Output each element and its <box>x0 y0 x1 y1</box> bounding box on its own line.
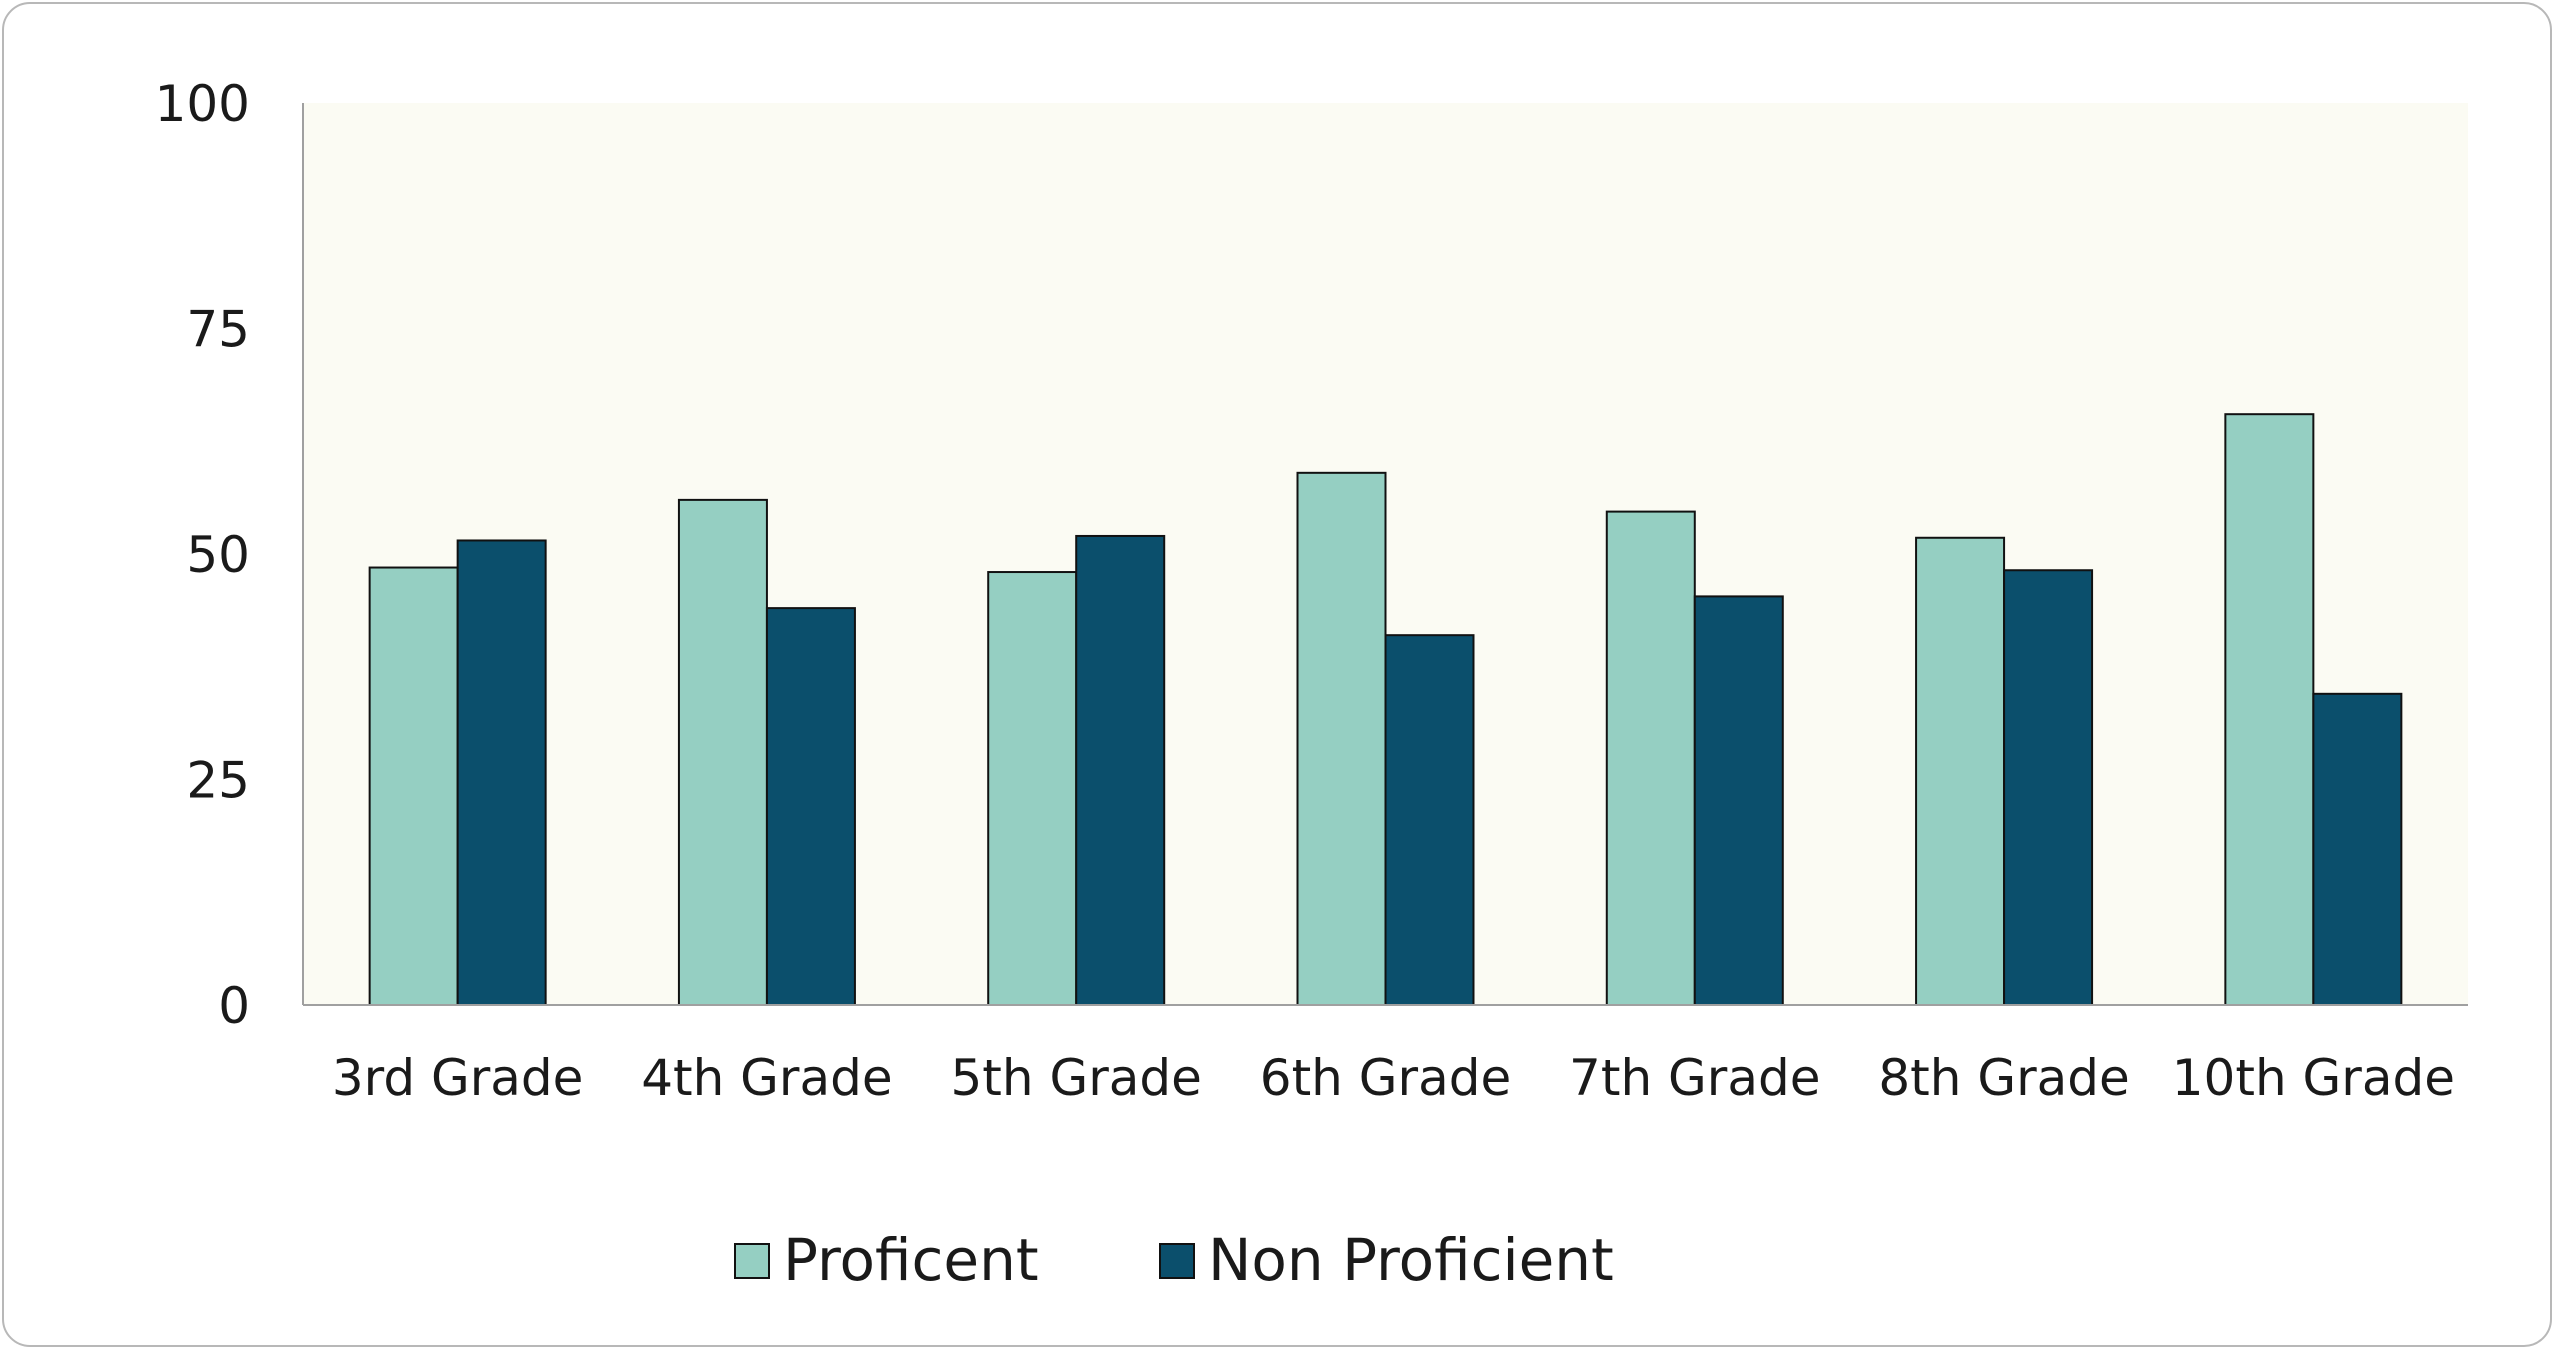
bar-proficient-5th-grade <box>987 571 1078 1006</box>
bars-group <box>368 413 2403 1007</box>
y-tick-label-100: 100 <box>155 75 250 133</box>
bar-non-proficient-5th-grade <box>1075 534 1166 1007</box>
bar-proficient-10th-grade <box>2224 413 2315 1006</box>
bar-proficient-8th-grade <box>1915 536 2006 1006</box>
x-tick-label-7th-grade: 7th Grade <box>1569 1049 1820 1107</box>
legend-label-proficient: Proficent <box>783 1226 1039 1294</box>
y-tick-label-0: 0 <box>218 977 250 1035</box>
x-tick-label-6th-grade: 6th Grade <box>1260 1049 1511 1107</box>
bar-non-proficient-4th-grade <box>765 607 856 1006</box>
x-tick-label-4th-grade: 4th Grade <box>641 1049 892 1107</box>
y-tick-label-50: 50 <box>186 526 250 584</box>
bar-non-proficient-10th-grade <box>2312 692 2403 1006</box>
bar-non-proficient-7th-grade <box>1693 595 1784 1006</box>
bar-proficient-3rd-grade <box>368 566 459 1007</box>
legend-label-non-proficient: Non Proficient <box>1208 1226 1614 1294</box>
x-tick-label-5th-grade: 5th Grade <box>950 1049 1201 1107</box>
bar-non-proficient-8th-grade <box>2003 569 2094 1007</box>
bar-proficient-6th-grade <box>1296 471 1387 1006</box>
bar-non-proficient-3rd-grade <box>456 539 547 1006</box>
x-tick-label-3rd-grade: 3rd Grade <box>332 1049 584 1107</box>
x-tick-label-10th-grade: 10th Grade <box>2172 1049 2455 1107</box>
x-tick-label-8th-grade: 8th Grade <box>1878 1049 2129 1107</box>
x-tick-labels: 3rd Grade 4th Grade 5th Grade 6th Grade 7th … <box>332 1049 2455 1107</box>
legend: Proficent Non Proficient <box>734 1226 1614 1294</box>
y-tick-label-25: 25 <box>186 752 250 810</box>
bar-non-proficient-6th-grade <box>1384 634 1475 1006</box>
y-tick-label-75: 75 <box>186 301 250 359</box>
legend-swatch-proficient <box>734 1243 770 1279</box>
bar-proficient-4th-grade <box>677 498 768 1006</box>
y-tick-labels: 0 25 50 75 100 <box>155 75 250 1035</box>
bar-proficient-7th-grade <box>1605 510 1696 1006</box>
legend-swatch-non-proficient <box>1159 1243 1195 1279</box>
